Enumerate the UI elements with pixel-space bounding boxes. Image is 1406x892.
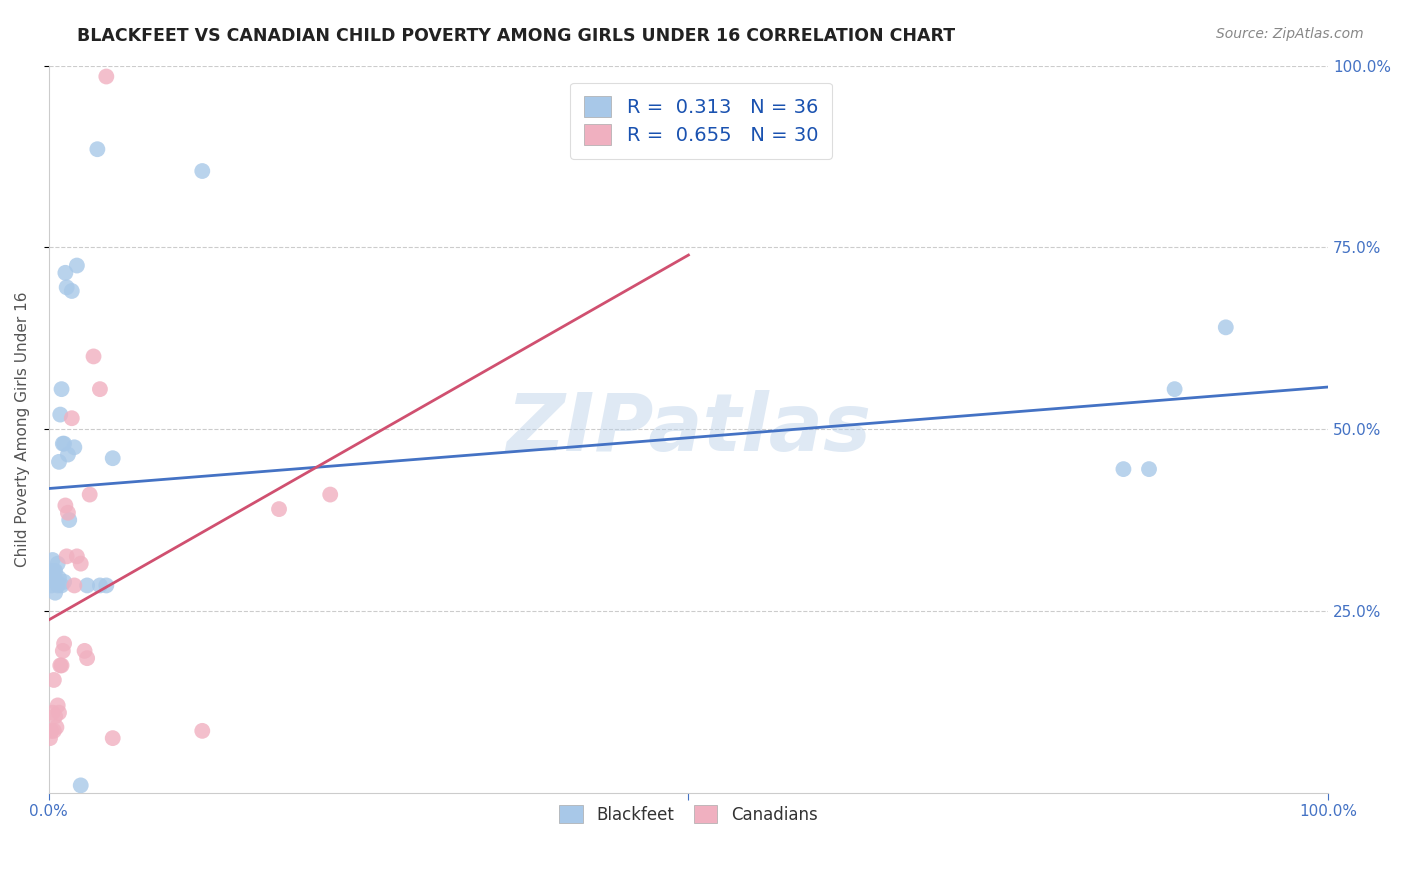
Point (56, 448, 79, 462)
Text: ZIPatlas: ZIPatlas (506, 390, 870, 468)
Point (96, 578, 118, 592)
Point (48, 571, 70, 585)
Point (48, 706, 70, 720)
Point (69, 778, 91, 792)
Point (42, 723, 65, 738)
Point (46, 698, 69, 713)
Point (45, 574, 67, 589)
Point (55, 549, 77, 564)
Point (44, 564, 66, 578)
Point (191, 164, 214, 178)
Point (66, 259, 89, 273)
Text: Source: ZipAtlas.com: Source: ZipAtlas.com (1216, 27, 1364, 41)
Point (55, 499, 77, 513)
Point (46, 557, 69, 571)
Point (53, 436, 76, 450)
Point (86, 142, 108, 156)
Point (319, 487, 342, 501)
Point (51, 578, 73, 592)
Point (76, 578, 98, 592)
Point (76, 651, 98, 665)
Point (58, 513, 80, 527)
Y-axis label: Child Poverty Among Girls Under 16: Child Poverty Among Girls Under 16 (15, 292, 30, 567)
Point (44, 585, 66, 599)
Point (53, 574, 76, 589)
Point (89, 382, 111, 396)
Point (60, 284, 83, 298)
Point (79, 487, 101, 501)
Point (66, 549, 89, 564)
Point (39, 571, 62, 585)
Point (51, 382, 73, 396)
Point (55, 280, 77, 294)
Text: BLACKFEET VS CANADIAN CHILD POVERTY AMONG GIRLS UNDER 16 CORRELATION CHART: BLACKFEET VS CANADIAN CHILD POVERTY AMON… (77, 27, 956, 45)
Point (96, 70, 118, 84)
Point (69, 557, 91, 571)
Point (55, 266, 77, 280)
Point (63, 578, 86, 592)
Point (73, 644, 96, 658)
Point (53, 637, 76, 651)
Point (191, 723, 214, 738)
Point (101, 451, 124, 466)
Point (49, 408, 72, 422)
Point (41, 553, 63, 567)
Point (48, 455, 70, 469)
Point (41, 706, 63, 720)
Point (267, 502, 290, 516)
Point (1112, 462, 1135, 476)
Point (44, 709, 66, 723)
Point (1137, 462, 1160, 476)
Point (42, 673, 65, 687)
Point (52, 644, 75, 658)
Point (39, 578, 62, 592)
Point (56, 506, 79, 520)
Point (89, 578, 111, 592)
Point (1215, 320, 1237, 334)
Point (49, 658, 72, 673)
Point (46, 578, 69, 592)
Point (101, 731, 124, 745)
Point (45, 720, 67, 734)
Point (63, 440, 86, 454)
Point (51, 658, 73, 673)
Point (41, 564, 63, 578)
Point (83, 350, 105, 364)
Point (39, 723, 62, 738)
Point (60, 411, 83, 425)
Point (39, 731, 62, 745)
Point (52, 436, 75, 450)
Point (42, 564, 65, 578)
Point (1163, 382, 1185, 396)
Legend: Blackfeet, Canadians: Blackfeet, Canadians (548, 793, 830, 835)
